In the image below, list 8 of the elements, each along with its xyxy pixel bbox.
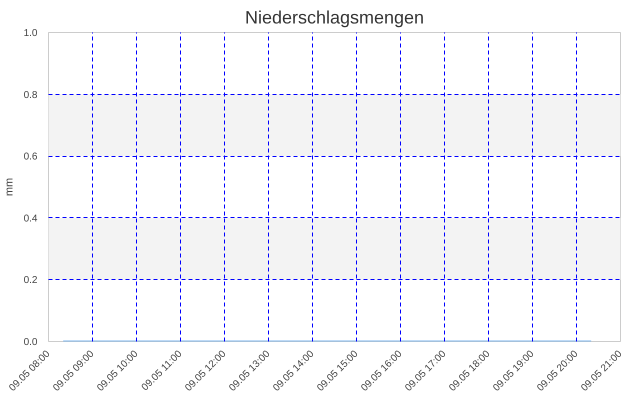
y-tick-label: 0.0 <box>24 337 38 348</box>
y-tick-label: 1.0 <box>24 28 38 39</box>
y-axis-title: mm <box>4 178 16 196</box>
chart-title: Niederschlagsmengen <box>244 8 424 28</box>
y-tick-label: 0.4 <box>24 213 38 224</box>
y-tick-label: 0.8 <box>24 90 38 101</box>
y-tick-label: 0.2 <box>24 275 38 286</box>
y-tick-label: 0.6 <box>24 152 38 163</box>
